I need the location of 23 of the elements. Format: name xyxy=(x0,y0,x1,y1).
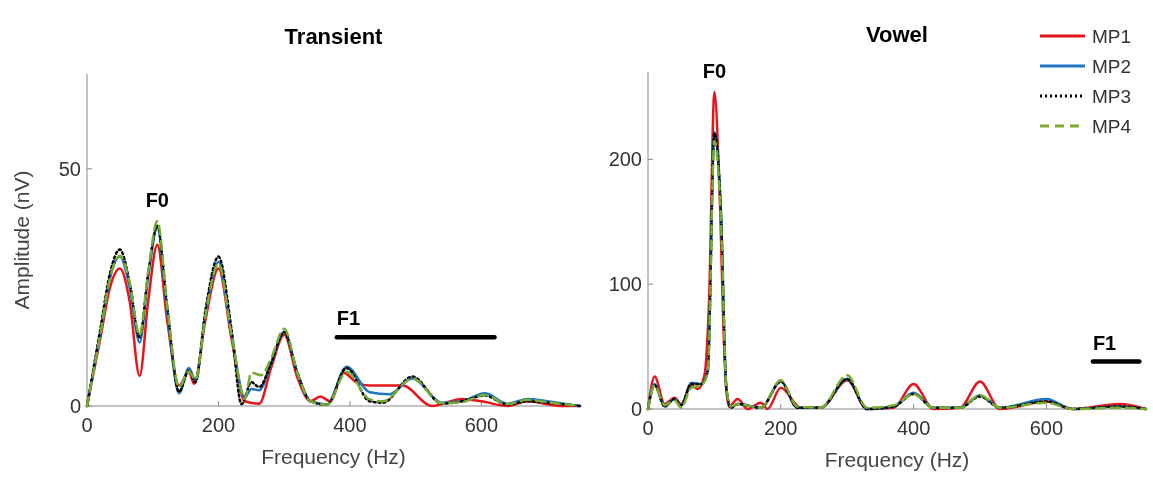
legend-label: MP4 xyxy=(1092,115,1132,137)
annotation: F0 xyxy=(145,189,170,212)
legend-label: MP1 xyxy=(1092,25,1132,47)
y-tick-label: 0 xyxy=(630,398,642,420)
y-tick-label: 50 xyxy=(58,157,81,180)
annotation: F1 xyxy=(1092,331,1117,354)
chart-title: Transient xyxy=(284,24,384,49)
x-tick-label: 400 xyxy=(896,417,931,439)
chart-title: Vowel xyxy=(866,22,928,47)
x-axis-title: Frequency (Hz) xyxy=(824,448,970,471)
legend-label: MP3 xyxy=(1092,85,1132,107)
x-tick-label: 600 xyxy=(464,414,499,436)
y-tick-label: 100 xyxy=(608,273,642,296)
y-axis-title: Amplitude (nV) xyxy=(10,170,33,310)
annotation: F1 xyxy=(336,307,361,330)
x-tick-label: 200 xyxy=(764,417,798,439)
x-tick-label: 600 xyxy=(1029,417,1064,439)
x-tick-label: 400 xyxy=(333,414,367,436)
annotation: F0 xyxy=(702,59,727,82)
x-axis-title: Frequency (Hz) xyxy=(261,445,406,468)
y-tick-label: 200 xyxy=(608,148,642,171)
legend-label: MP2 xyxy=(1092,55,1132,77)
x-tick-label: 200 xyxy=(201,414,236,436)
